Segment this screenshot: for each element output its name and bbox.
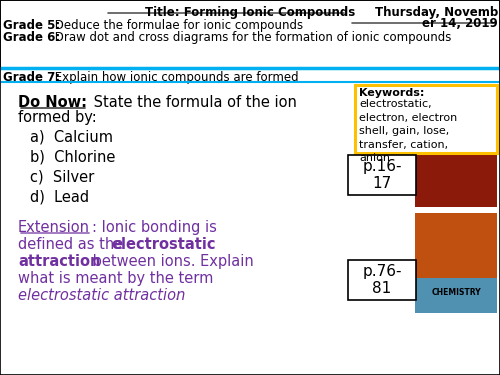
Bar xyxy=(0,0,500,68)
Text: c)  Silver: c) Silver xyxy=(30,169,94,184)
Bar xyxy=(0,68,500,375)
Text: Grade 5:: Grade 5: xyxy=(3,19,60,32)
Text: Do Now:: Do Now: xyxy=(18,95,87,110)
Text: CHEMISTRY: CHEMISTRY xyxy=(431,288,481,297)
Bar xyxy=(348,260,416,300)
Bar xyxy=(415,278,497,313)
Text: Grade 7:: Grade 7: xyxy=(3,71,60,84)
Text: : Ionic bonding is: : Ionic bonding is xyxy=(92,220,217,235)
Text: Explain how ionic compounds are formed: Explain how ionic compounds are formed xyxy=(51,71,298,84)
Text: Thursday, Novemb: Thursday, Novemb xyxy=(375,6,498,19)
Bar xyxy=(415,213,497,278)
Bar xyxy=(355,85,497,153)
Text: a)  Calcium: a) Calcium xyxy=(30,129,113,144)
Text: defined as the: defined as the xyxy=(18,237,128,252)
Text: State the formula of the ion: State the formula of the ion xyxy=(89,95,297,110)
Text: d)  Lead: d) Lead xyxy=(30,189,89,204)
Text: CGP: CGP xyxy=(419,113,432,118)
Text: Keywords:: Keywords: xyxy=(359,88,424,98)
Bar xyxy=(348,155,416,195)
Text: electrostatic,
electron, electron
shell, gain, lose,
transfer, cation,
anion: electrostatic, electron, electron shell,… xyxy=(359,99,457,164)
Text: electrostatic attraction: electrostatic attraction xyxy=(18,288,186,303)
Text: Extension: Extension xyxy=(18,220,90,235)
Text: .: . xyxy=(174,288,179,303)
Text: Deduce the formulae for ionic compounds: Deduce the formulae for ionic compounds xyxy=(51,19,303,32)
Text: attraction: attraction xyxy=(18,254,100,269)
Text: electrostatic: electrostatic xyxy=(111,237,216,252)
Text: Chemistry: Chemistry xyxy=(428,130,484,140)
Text: p.76-
81: p.76- 81 xyxy=(362,264,402,296)
Text: what is meant by the term: what is meant by the term xyxy=(18,271,214,286)
Text: formed by:: formed by: xyxy=(18,110,97,125)
Text: The Revision Guide: The Revision Guide xyxy=(422,145,490,151)
Bar xyxy=(0,0,500,68)
Text: b)  Chlorine: b) Chlorine xyxy=(30,149,116,164)
Text: Title: Forming Ionic Compounds: Title: Forming Ionic Compounds xyxy=(145,6,355,19)
Text: p.16-
17: p.16- 17 xyxy=(362,159,402,191)
Text: Grade 6:: Grade 6: xyxy=(3,31,60,44)
Bar xyxy=(415,110,497,207)
Text: between ions. Explain: between ions. Explain xyxy=(88,254,254,269)
Text: Draw dot and cross diagrams for the formation of ionic compounds: Draw dot and cross diagrams for the form… xyxy=(51,31,452,44)
Text: er 14, 2019: er 14, 2019 xyxy=(422,17,498,30)
